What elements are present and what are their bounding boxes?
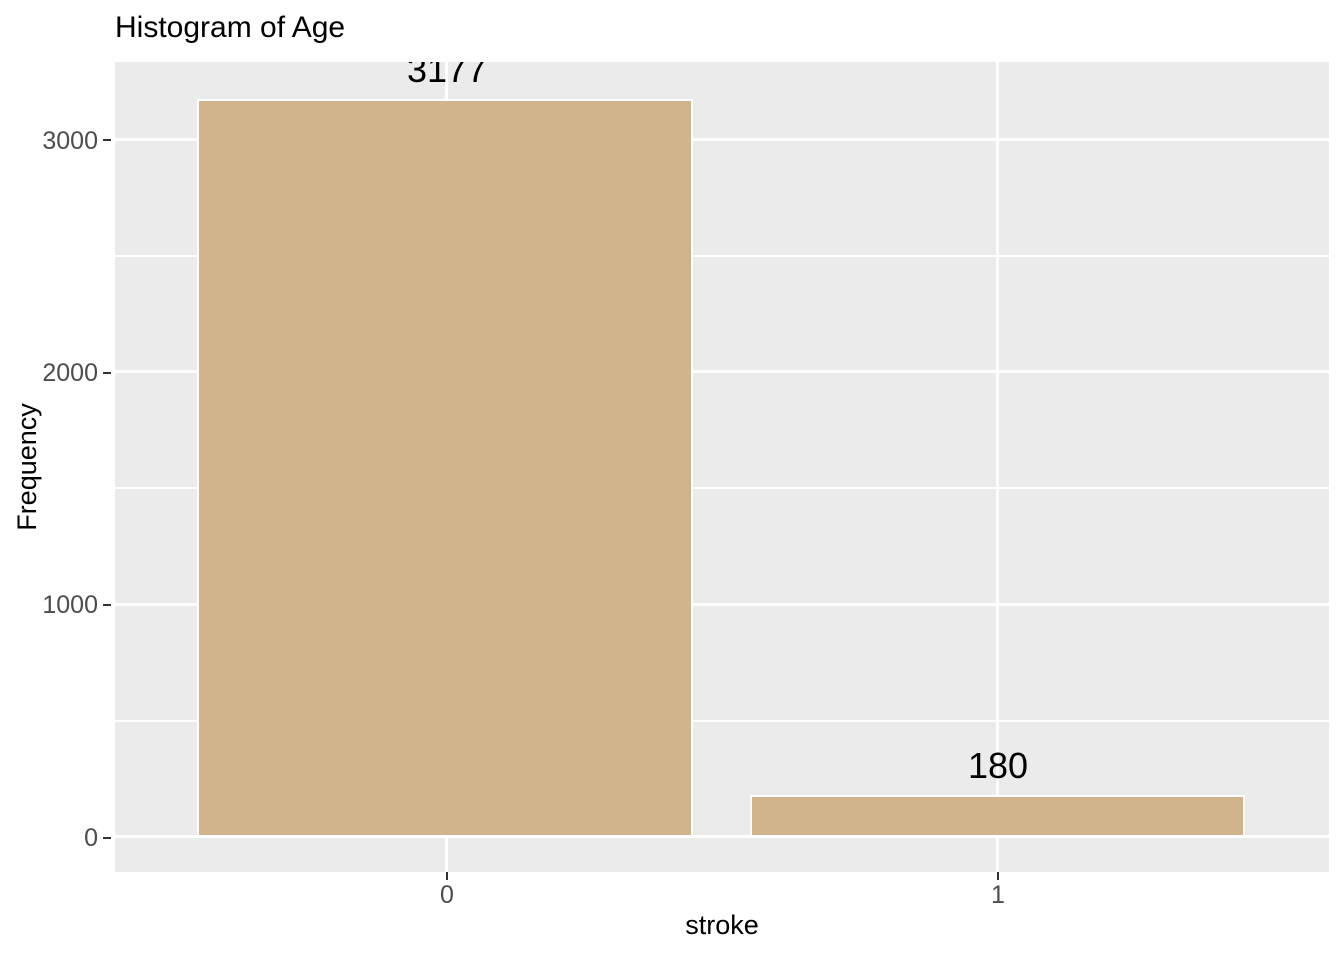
h-gridline-major-1000 xyxy=(115,603,1329,606)
y-axis-title: Frequency xyxy=(12,403,42,531)
h-gridline-minor-500 xyxy=(115,720,1329,722)
x-tick-mark-0 xyxy=(446,872,448,880)
bar-stroke-1 xyxy=(750,795,1245,837)
plot-panel: 3177 180 xyxy=(115,62,1329,872)
x-tick-label-0: 0 xyxy=(440,881,454,909)
bar-stroke-0 xyxy=(197,99,693,837)
plot-title: Histogram of Age xyxy=(115,11,346,44)
x-tick-label-1: 1 xyxy=(991,881,1005,909)
h-gridline-minor-1500 xyxy=(115,487,1329,489)
v-gridline-major-1 xyxy=(996,62,999,872)
y-tick-mark-2000 xyxy=(103,372,111,374)
x-axis-title: stroke xyxy=(685,910,759,940)
h-gridline-major-0 xyxy=(115,835,1329,838)
y-tick-label-0: 0 xyxy=(84,824,98,852)
h-gridline-minor-2500 xyxy=(115,255,1329,257)
bar-value-label-0: 3177 xyxy=(406,62,488,90)
x-tick-mark-1 xyxy=(997,872,999,880)
y-tick-mark-0 xyxy=(103,837,111,839)
y-tick-label-1000: 1000 xyxy=(42,591,98,619)
y-tick-mark-1000 xyxy=(103,604,111,606)
h-gridline-major-2000 xyxy=(115,370,1329,373)
y-tick-mark-3000 xyxy=(103,139,111,141)
bar-value-label-1: 180 xyxy=(967,745,1029,786)
y-tick-label-2000: 2000 xyxy=(42,359,98,387)
y-tick-label-3000: 3000 xyxy=(42,127,98,155)
h-gridline-major-3000 xyxy=(115,138,1329,141)
